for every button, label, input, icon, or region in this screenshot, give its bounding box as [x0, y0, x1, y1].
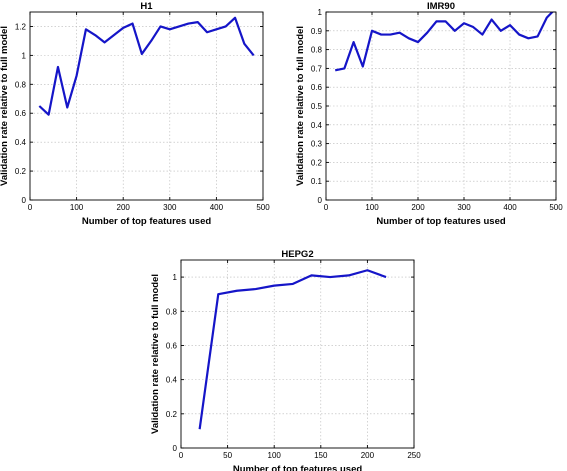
- y-tick-label: 1.2: [15, 22, 27, 31]
- y-tick-label: 0.6: [166, 341, 178, 350]
- y-tick-label: 0.4: [15, 138, 27, 147]
- y-tick-label: 0.5: [311, 102, 323, 111]
- plot-frame: [29, 11, 264, 201]
- y-tick-label: 1: [318, 8, 323, 17]
- y-tick-label: 0.8: [15, 80, 27, 89]
- x-tick-label: 50: [223, 451, 232, 460]
- y-tick-label: 0.9: [311, 27, 323, 36]
- chart-imr90: 0 100 200 300 400 500 0 0.1 0.2 0.3 0.4 0.5 0.6 0.7 0.…: [295, 1, 563, 227]
- plot-frame: [180, 259, 415, 449]
- y-tick-label: 0.1: [311, 177, 323, 186]
- chart-h1: 0 100 200 300 400 500 0 0.2 0.4 0.6 0.8 1 1.2 H1 Numbe…: [0, 1, 270, 227]
- chart-title: IMR90: [427, 1, 455, 12]
- x-tick-label: 0: [324, 203, 329, 212]
- y-tick-label: 0.7: [311, 64, 323, 73]
- x-tick-label: 150: [314, 451, 328, 460]
- y-tick-label: 0: [173, 444, 178, 453]
- series-line: [334, 12, 554, 72]
- y-tick-label: 1: [22, 51, 27, 60]
- x-tick-label: 200: [411, 203, 425, 212]
- y-tick-label: 0.2: [166, 410, 178, 419]
- x-tick-label: 500: [549, 203, 563, 212]
- x-tick-label: 250: [407, 451, 421, 460]
- y-tick-label: 0: [22, 196, 27, 205]
- y-axis-label: Validation rate relative to full model: [295, 26, 306, 186]
- y-tick-label: 0.3: [311, 140, 323, 149]
- y-tick-label: 0.4: [166, 376, 178, 385]
- x-tick-label: 100: [70, 203, 84, 212]
- y-tick-label: 0.4: [311, 121, 323, 130]
- y-axis-label: Validation rate relative to full model: [150, 274, 161, 434]
- plot-frame: [325, 11, 557, 201]
- x-tick-label: 100: [268, 451, 282, 460]
- x-tick-label: 400: [503, 203, 517, 212]
- x-tick-label: 0: [28, 203, 33, 212]
- x-tick-label: 200: [117, 203, 131, 212]
- y-axis-label: Validation rate relative to full model: [0, 26, 10, 186]
- chart-title: H1: [140, 1, 153, 12]
- x-tick-label: 300: [163, 203, 177, 212]
- x-axis-label: Number of top features used: [82, 216, 212, 227]
- y-tick-label: 1: [173, 273, 178, 282]
- x-tick-label: 200: [361, 451, 375, 460]
- series-line: [198, 269, 387, 430]
- y-tick-label: 0.2: [15, 167, 27, 176]
- y-tick-label: 0.2: [311, 158, 323, 167]
- x-axis-label: Number of top features used: [233, 464, 363, 471]
- x-tick-label: 400: [210, 203, 224, 212]
- chart-title: HEPG2: [281, 249, 313, 260]
- series-line: [38, 16, 255, 116]
- y-tick-label: 0.6: [15, 109, 27, 118]
- chart-hepg2: 0 50 100 150 200 250 0 0.2 0.4 0.6 0.8 1 HEPG2 Number…: [150, 249, 421, 471]
- y-tick-label: 0.8: [311, 46, 323, 55]
- y-tick-label: 0: [318, 196, 323, 205]
- x-axis-label: Number of top features used: [376, 216, 506, 227]
- y-tick-label: 0.6: [311, 83, 323, 92]
- x-tick-label: 0: [179, 451, 184, 460]
- x-tick-label: 500: [256, 203, 270, 212]
- x-tick-label: 300: [457, 203, 471, 212]
- y-tick-label: 0.8: [166, 307, 178, 316]
- x-tick-label: 100: [365, 203, 379, 212]
